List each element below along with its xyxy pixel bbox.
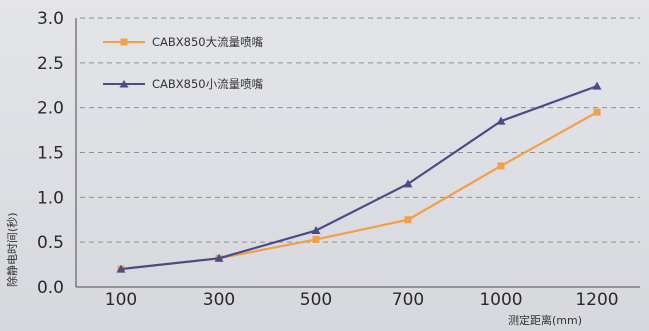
- legend: CABX850大流量喷嘴 CABX850小流量喷嘴: [103, 35, 264, 91]
- x-tick-label: 300: [203, 290, 235, 310]
- gridlines: [80, 17, 640, 243]
- y-tick-label: 0.0: [37, 278, 64, 298]
- y-tick-label: 0.5: [37, 233, 64, 253]
- series-line-2: [120, 85, 598, 271]
- data-point: [214, 253, 224, 262]
- y-tick-labels: 0.0 0.5 1.0 1.5 2.0 2.5 3.0: [37, 9, 64, 298]
- data-point: [311, 226, 321, 235]
- legend-marker: [120, 38, 128, 46]
- y-axis-label: 除静电时间(秒): [5, 212, 19, 287]
- y-tick-label: 2.0: [37, 99, 64, 119]
- data-point: [312, 235, 320, 243]
- y-tick-label: 1.5: [37, 144, 64, 164]
- x-tick-label: 1000: [479, 290, 522, 310]
- x-tick-labels: 100 300 500 700 1000 1200: [105, 290, 619, 310]
- y-tick-label: 3.0: [37, 9, 64, 29]
- series-line-1: [120, 111, 598, 271]
- legend-label: CABX850小流量喷嘴: [152, 77, 264, 91]
- data-point: [496, 116, 506, 125]
- y-tick-label: 2.5: [37, 54, 64, 74]
- y-tick-label: 1.0: [37, 188, 64, 208]
- data-point: [404, 216, 412, 224]
- legend-label: CABX850大流量喷嘴: [152, 35, 264, 49]
- x-tick-label: 1200: [575, 290, 618, 310]
- x-tick-label: 700: [392, 290, 424, 310]
- legend-marker: [119, 80, 129, 88]
- data-point: [497, 162, 505, 170]
- series-lines: [116, 81, 602, 273]
- data-point: [116, 264, 126, 273]
- data-point: [403, 179, 413, 188]
- data-point: [592, 81, 602, 90]
- data-point: [593, 108, 601, 116]
- axes: [75, 18, 640, 288]
- x-tick-label: 500: [300, 290, 332, 310]
- x-axis-label: 测定距离(mm): [508, 313, 582, 327]
- x-tick-label: 100: [105, 290, 137, 310]
